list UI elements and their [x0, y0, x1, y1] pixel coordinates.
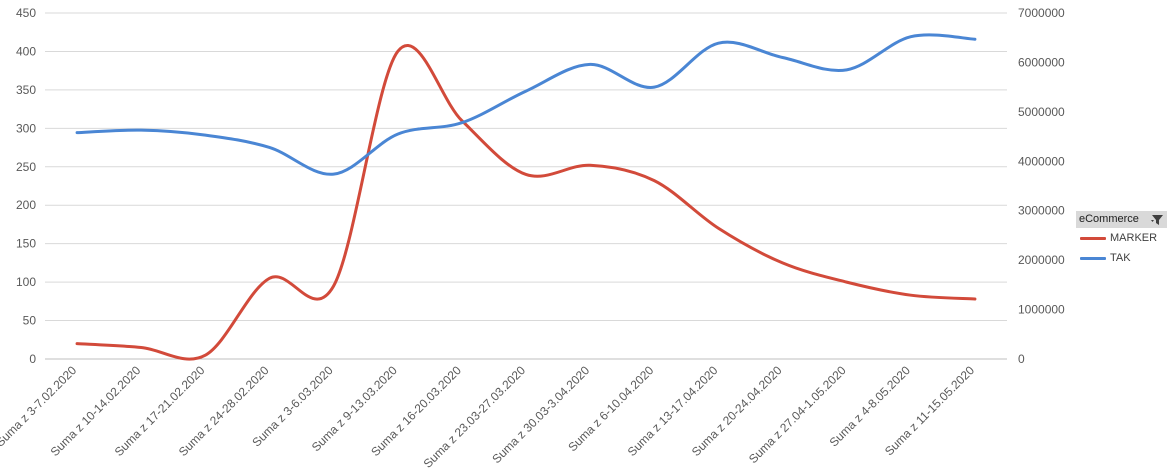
right-tick-label: 5000000 [1018, 105, 1065, 119]
left-tick-label: 300 [16, 121, 36, 135]
left-tick-label: 250 [16, 160, 36, 174]
filter-icon[interactable] [1150, 213, 1164, 226]
right-tick-label: 3000000 [1018, 204, 1065, 218]
series-line-marker [75, 44, 977, 361]
left-tick-label: 150 [16, 237, 36, 251]
right-tick-label: 7000000 [1018, 6, 1065, 20]
series-lines [75, 33, 977, 361]
left-tick-label: 350 [16, 83, 36, 97]
right-axis: 0 1000000 2000000 3000000 4000000 5000000 6000… [1018, 6, 1065, 366]
left-tick-label: 100 [16, 275, 36, 289]
legend-label-marker: MARKER [1110, 232, 1158, 244]
left-tick-label: 450 [16, 6, 36, 20]
right-tick-label: 2000000 [1018, 253, 1065, 267]
legend-item-tak[interactable]: TAK [1076, 248, 1167, 268]
right-tick-label: 1000000 [1018, 303, 1065, 317]
right-tick-label: 6000000 [1018, 55, 1065, 69]
left-tick-label: 200 [16, 198, 36, 212]
legend-header[interactable]: eCommerce [1076, 211, 1167, 228]
x-tick-label: Suma z 23.03-27.03.2020 [421, 363, 529, 471]
series-line-tak [75, 33, 977, 176]
legend-swatch-marker [1080, 236, 1106, 240]
left-tick-label: 400 [16, 44, 36, 58]
right-tick-label: 4000000 [1018, 154, 1065, 168]
right-tick-label: 0 [1018, 352, 1025, 366]
left-axis: 0 50 100 150 200 250 300 350 400 450 [16, 6, 36, 366]
legend-title: eCommerce [1079, 213, 1139, 225]
legend-label-tak: TAK [1110, 252, 1131, 264]
gridlines [45, 12, 1007, 360]
left-tick-label: 0 [29, 352, 36, 366]
legend-item-marker[interactable]: MARKER [1076, 228, 1167, 248]
left-tick-label: 50 [23, 314, 37, 328]
legend-swatch-tak [1080, 256, 1106, 260]
legend: eCommerce MARKER TAK [1076, 211, 1167, 268]
